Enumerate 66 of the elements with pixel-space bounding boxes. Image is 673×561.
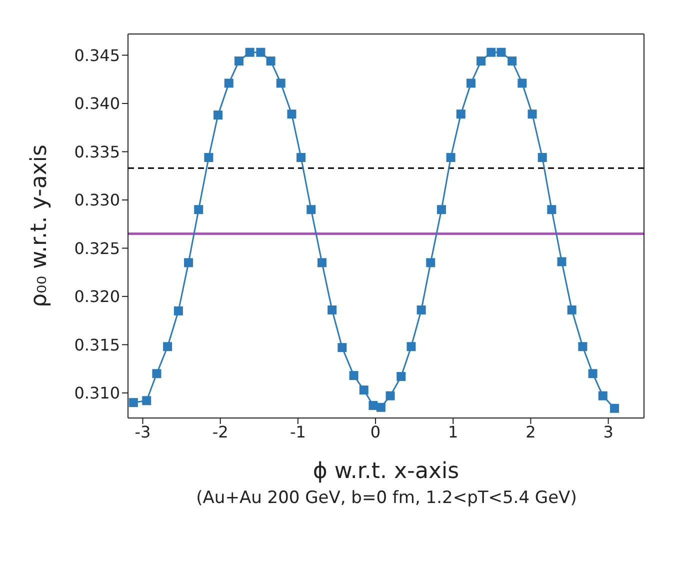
point bbox=[476, 56, 486, 66]
point bbox=[518, 78, 527, 88]
point bbox=[368, 400, 378, 410]
point bbox=[528, 110, 537, 119]
x-tick-label: 0 bbox=[370, 422, 381, 442]
y-tick-label: 0.325 bbox=[74, 238, 120, 258]
point bbox=[276, 78, 286, 88]
point bbox=[184, 258, 194, 268]
point bbox=[328, 305, 337, 314]
point bbox=[214, 110, 223, 120]
y-tick-label: 0.310 bbox=[74, 384, 120, 403]
x-tick-label: 1 bbox=[448, 422, 458, 442]
point bbox=[386, 391, 395, 400]
point bbox=[266, 56, 276, 66]
point bbox=[557, 257, 566, 266]
point bbox=[306, 205, 316, 214]
point bbox=[152, 369, 162, 378]
point bbox=[610, 404, 620, 413]
point bbox=[446, 152, 456, 162]
point bbox=[508, 56, 517, 66]
text: (Au+Au 200 GeV, b=0 fm, 1.2<pT<5.4 GeV) bbox=[195, 488, 578, 508]
x-tick-label: 2 bbox=[526, 422, 536, 442]
x-axis-title: ϕ w.r.t. x-axis bbox=[312, 459, 460, 484]
point bbox=[436, 205, 446, 214]
point bbox=[338, 343, 347, 352]
point bbox=[128, 398, 138, 408]
point bbox=[245, 48, 254, 57]
y-tick-label: 0.345 bbox=[74, 46, 120, 65]
point bbox=[142, 396, 152, 406]
y-tick-label: 0.330 bbox=[74, 190, 120, 210]
point bbox=[349, 371, 358, 380]
point bbox=[194, 205, 204, 214]
point bbox=[578, 342, 588, 352]
point bbox=[416, 305, 426, 314]
y-tick-label: 0.320 bbox=[74, 287, 120, 306]
point bbox=[486, 48, 496, 57]
y-tick-label: 0.315 bbox=[74, 335, 120, 354]
point bbox=[174, 306, 183, 316]
point bbox=[598, 391, 608, 400]
y-axis-title: ρ₀₀ w.r.t. y-axis bbox=[26, 144, 52, 308]
point bbox=[496, 48, 506, 57]
point bbox=[588, 369, 598, 378]
x-tick-label: 3 bbox=[603, 422, 614, 442]
x-tick-label: -1 bbox=[290, 422, 306, 442]
point bbox=[224, 78, 234, 88]
point bbox=[359, 386, 368, 395]
point bbox=[317, 258, 326, 268]
point bbox=[296, 152, 306, 162]
point bbox=[547, 205, 556, 214]
point bbox=[204, 152, 214, 162]
y-tick-label: 0.340 bbox=[74, 94, 120, 114]
point bbox=[426, 258, 436, 268]
point bbox=[456, 110, 466, 119]
point bbox=[567, 305, 576, 314]
point bbox=[163, 342, 172, 352]
point bbox=[256, 48, 266, 57]
point bbox=[376, 402, 386, 412]
y-tick-label: 0.335 bbox=[74, 142, 120, 162]
point bbox=[396, 372, 406, 382]
point bbox=[406, 342, 416, 352]
point bbox=[287, 110, 296, 119]
point bbox=[538, 152, 547, 162]
point bbox=[234, 56, 244, 66]
point bbox=[466, 78, 476, 88]
x-tick-label: -2 bbox=[212, 422, 228, 442]
x-tick-label: -3 bbox=[134, 422, 151, 442]
